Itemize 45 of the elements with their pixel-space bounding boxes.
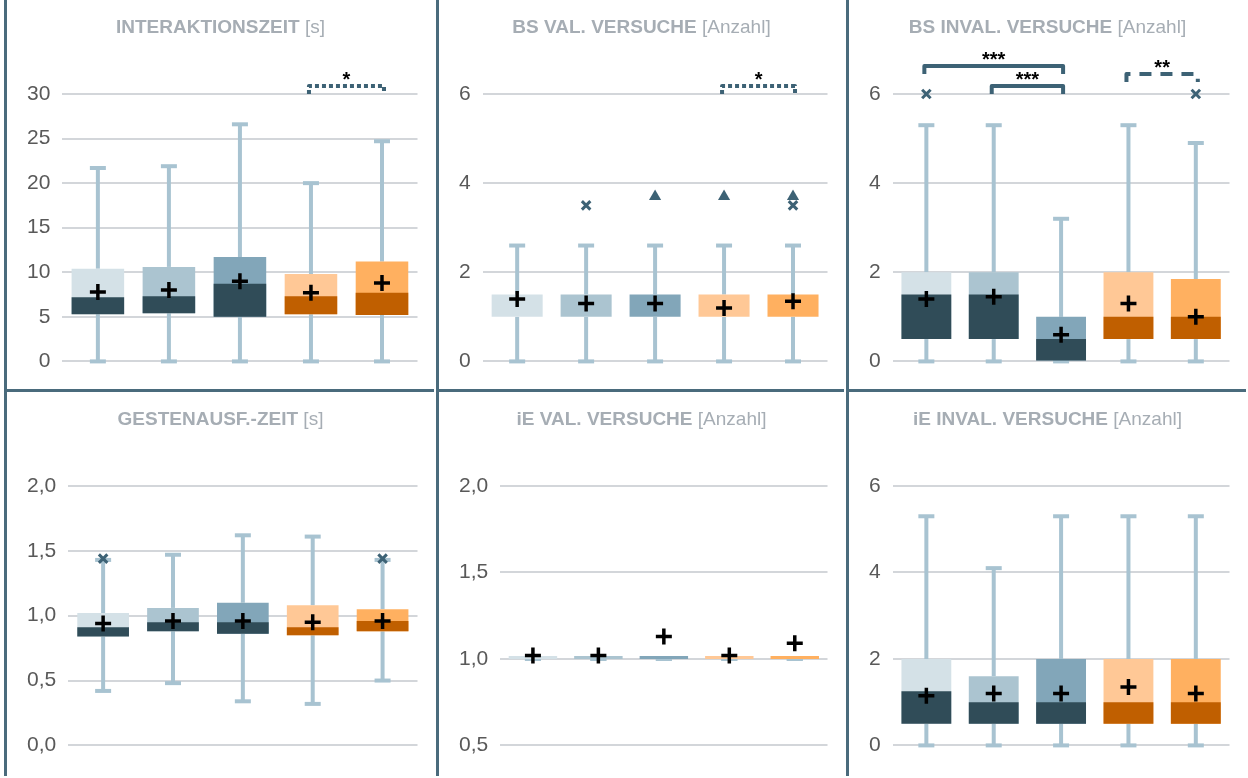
y-tick-label: 2	[458, 259, 471, 283]
chart-title: GESTENAUSF.-ZEIT	[117, 408, 299, 429]
chart-subtitle: [Anzahl]	[696, 408, 767, 429]
y-tick-label: 1,0	[458, 645, 489, 669]
chart-subtitle: [Anzahl]	[1116, 16, 1187, 37]
y-tick-label: 0	[38, 348, 51, 372]
y-tick-label: 10	[27, 259, 51, 283]
y-tick-label: 1,5	[458, 559, 489, 583]
y-tick-label: 0	[868, 732, 881, 756]
y-tick-label: 0	[868, 348, 881, 372]
chart-subtitle: [s]	[302, 408, 324, 429]
y-tick-label: 6	[868, 80, 881, 104]
y-tick-label: 2,0	[26, 472, 57, 496]
text: ***	[1015, 67, 1040, 90]
y-tick-label: 4	[458, 169, 471, 193]
text: **	[1154, 55, 1171, 78]
y-tick-label: 1,0	[26, 602, 57, 626]
y-tick-label: 4	[868, 559, 881, 583]
chart-title: iE VAL. VERSUCHE	[516, 408, 693, 429]
text: ***	[982, 47, 1006, 70]
y-tick-label: 5	[38, 303, 51, 327]
text: *	[754, 67, 763, 90]
y-tick-label: 2	[868, 259, 881, 283]
chart-title: BS INVAL. VERSUCHE	[908, 16, 1113, 37]
chart-subtitle: [Anzahl]	[701, 16, 771, 37]
text: *	[342, 67, 351, 90]
y-tick-label: 2,0	[458, 472, 489, 496]
chart-title: BS VAL. VERSUCHE	[512, 16, 697, 37]
y-tick-label: 6	[458, 80, 471, 104]
y-tick-label: 0	[458, 348, 471, 372]
y-tick-label: 15	[27, 214, 51, 238]
chart-title: iE INVAL. VERSUCHE	[913, 408, 1109, 429]
y-tick-label: 20	[27, 169, 51, 193]
y-tick-label: 30	[27, 80, 51, 104]
chart-subtitle: [Anzahl]	[1112, 408, 1182, 429]
y-tick-label: 1,5	[26, 537, 57, 561]
y-tick-label: 6	[868, 472, 881, 496]
y-tick-label: 0,5	[458, 732, 489, 756]
y-tick-label: 4	[868, 169, 881, 193]
y-tick-label: 0,5	[26, 667, 57, 691]
chart-subtitle: [s]	[303, 16, 325, 37]
y-tick-label: 2	[868, 645, 881, 669]
y-tick-label: 25	[27, 125, 51, 149]
y-tick-label: 0,0	[26, 732, 57, 756]
chart-title: INTERAKTIONSZEIT	[115, 16, 300, 37]
